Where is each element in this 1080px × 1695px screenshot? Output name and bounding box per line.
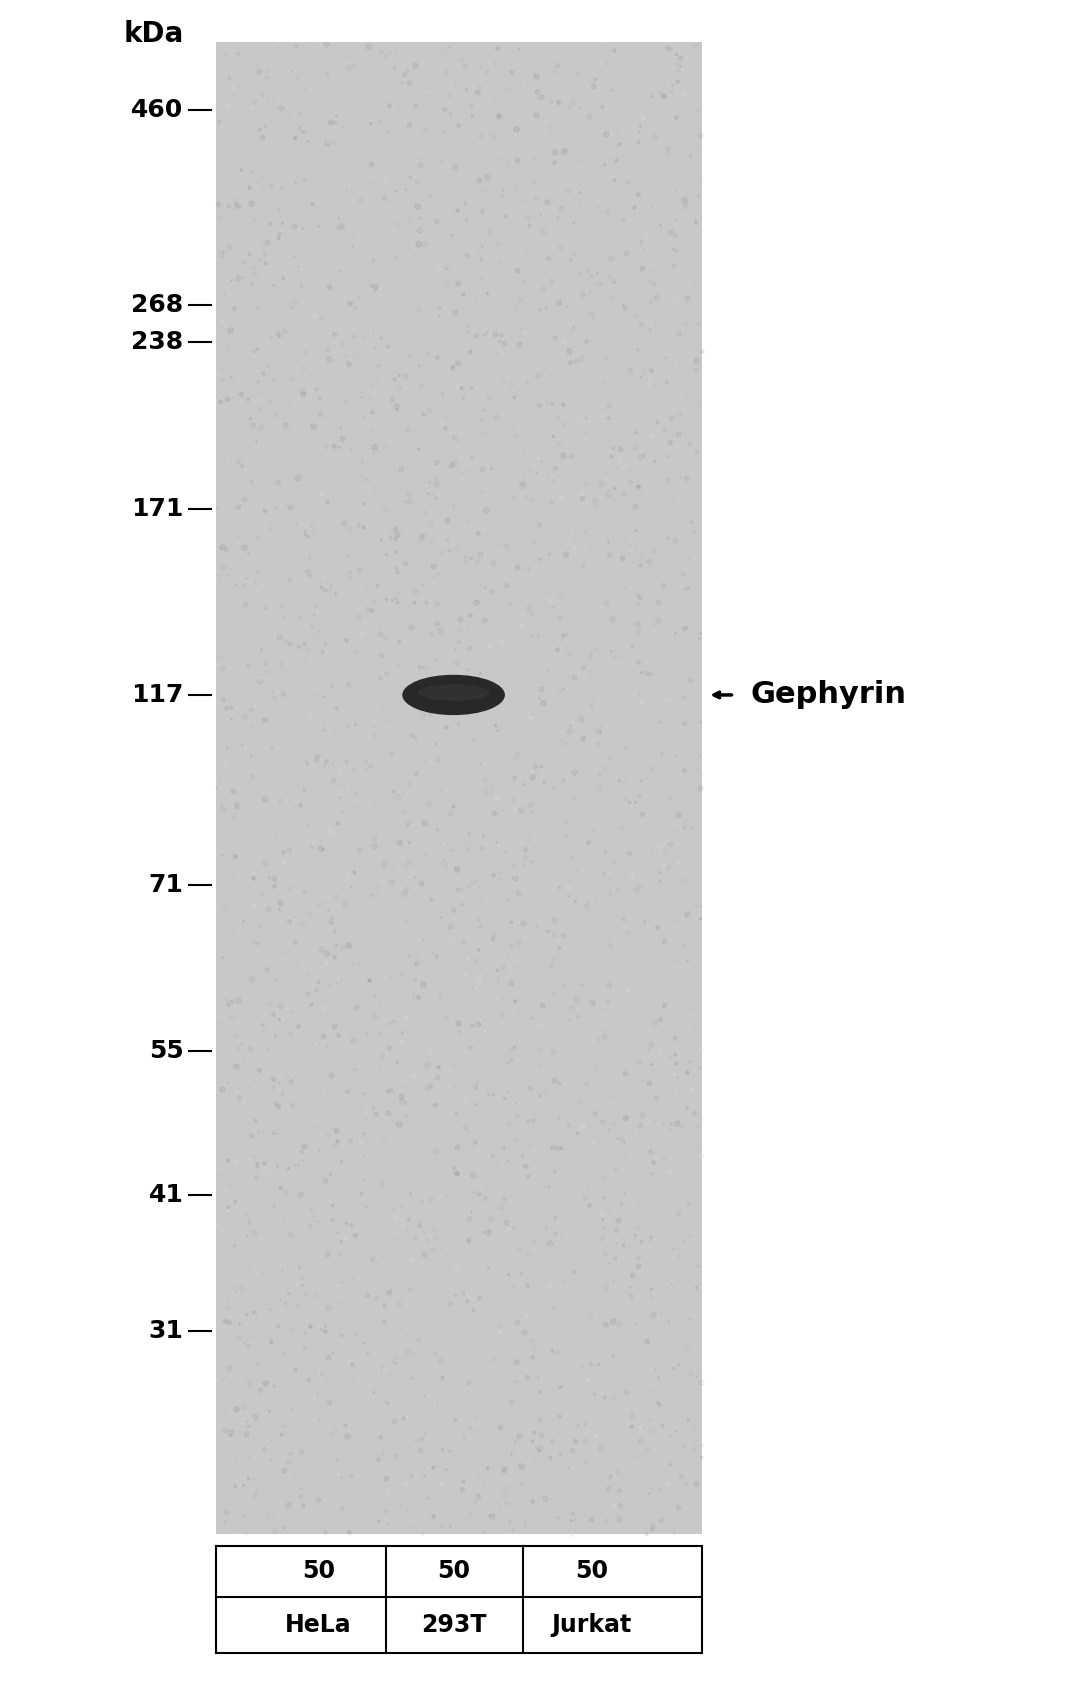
- Text: 117: 117: [132, 683, 184, 707]
- Text: Gephyrin: Gephyrin: [751, 680, 906, 710]
- Text: 293T: 293T: [421, 1612, 486, 1637]
- Text: 238: 238: [132, 331, 184, 354]
- Text: 50: 50: [437, 1559, 470, 1583]
- Text: 41: 41: [149, 1183, 184, 1207]
- Bar: [216, 42, 702, 1534]
- Text: 268: 268: [132, 293, 184, 317]
- Text: 460: 460: [132, 98, 184, 122]
- Text: 71: 71: [149, 873, 184, 897]
- Text: 50: 50: [302, 1559, 335, 1583]
- Text: Jurkat: Jurkat: [552, 1612, 632, 1637]
- Text: 50: 50: [576, 1559, 608, 1583]
- Text: 55: 55: [149, 1039, 184, 1063]
- Text: 171: 171: [132, 497, 184, 520]
- Text: kDa: kDa: [123, 20, 184, 47]
- Ellipse shape: [402, 675, 504, 715]
- Ellipse shape: [418, 685, 489, 702]
- Text: 31: 31: [149, 1319, 184, 1342]
- Text: HeLa: HeLa: [285, 1612, 352, 1637]
